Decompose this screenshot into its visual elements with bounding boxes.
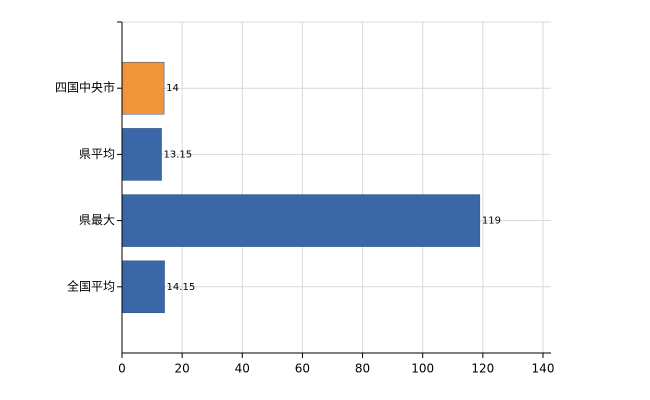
bar — [121, 128, 162, 181]
x-tick-label: 140 — [532, 362, 555, 376]
y-tick-label: 県最大 — [79, 213, 115, 227]
data-label: 14.15 — [167, 282, 196, 293]
data-label: 14 — [166, 83, 179, 94]
y-tick-label: 県平均 — [79, 147, 115, 161]
x-tick-label: 40 — [235, 362, 250, 376]
x-tick-label: 80 — [355, 362, 370, 376]
data-label: 13.15 — [164, 149, 193, 160]
bar — [121, 260, 165, 314]
bar — [121, 61, 165, 115]
x-tick-label: 120 — [471, 362, 494, 376]
y-tick-label: 四国中央市 — [55, 80, 115, 95]
x-tick-label: 20 — [175, 362, 190, 376]
bar — [121, 194, 481, 247]
x-tick-label: 100 — [411, 362, 434, 376]
y-tick-label: 全国平均 — [67, 278, 115, 293]
data-label: 119 — [482, 216, 501, 227]
x-tick-label: 60 — [295, 362, 310, 376]
x-tick-label: 0 — [118, 362, 126, 376]
